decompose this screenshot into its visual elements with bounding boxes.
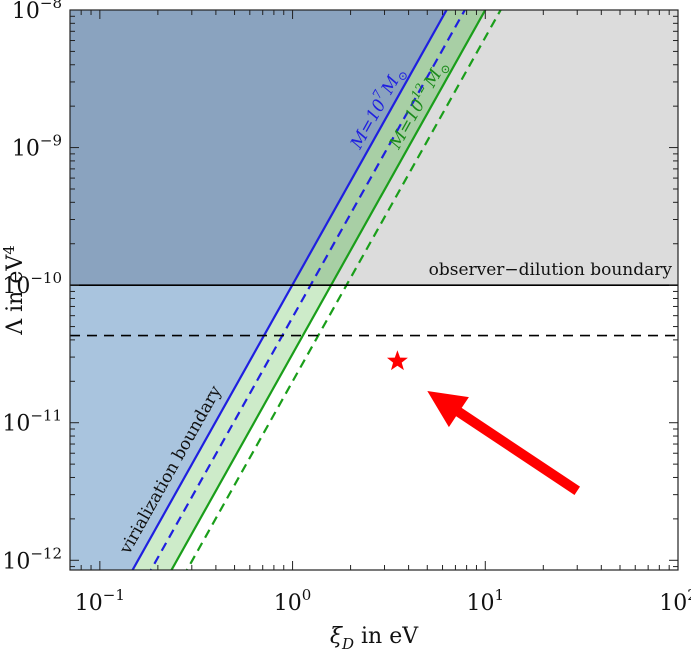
x-axis-label: ξD in eV (330, 624, 419, 650)
arrow-shape (427, 391, 580, 495)
observer-dilution-label: observer−dilution boundary (429, 260, 673, 280)
x-axis-label-unit: in eV (354, 624, 419, 649)
y-tick-label: 10−8 (12, 0, 62, 24)
red-arrow (427, 391, 580, 495)
star-marker (387, 350, 408, 370)
x-tick-label: 10−1 (75, 586, 125, 616)
x-tick-label: 100 (274, 586, 312, 616)
y-tick-label: 10−9 (12, 132, 62, 162)
y-tick-label: 10−12 (2, 544, 62, 574)
x-axis-label-subscript: D (341, 635, 354, 650)
x-tick-label: 102 (659, 586, 691, 616)
y-axis-label-text: Λ in eV (3, 254, 28, 336)
y-tick-label: 10−11 (2, 407, 62, 437)
y-axis-label-superscript: 4 (0, 245, 18, 255)
y-axis-label: Λ in eV4 (0, 245, 28, 336)
x-tick-label: 101 (467, 586, 505, 616)
